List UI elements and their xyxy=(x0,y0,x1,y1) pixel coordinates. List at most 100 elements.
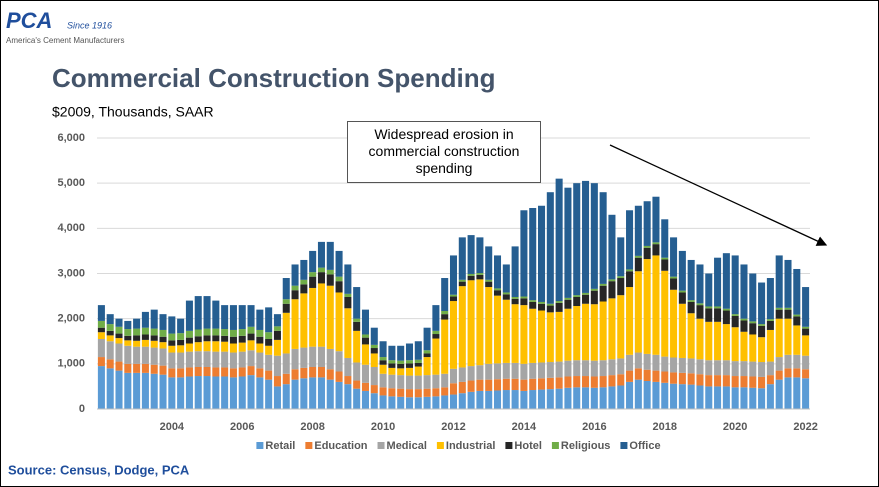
bar-segment xyxy=(696,305,704,319)
bar-segment xyxy=(705,273,713,307)
bar-segment xyxy=(661,257,669,260)
x-tick-label: 2020 xyxy=(723,421,747,433)
bar-segment xyxy=(379,341,387,358)
bar-segment xyxy=(529,208,537,301)
bar-segment xyxy=(802,287,810,327)
bar-segment xyxy=(414,362,422,367)
bar-segment xyxy=(414,341,422,360)
bar-segment xyxy=(397,345,405,361)
bar-segment xyxy=(423,357,431,376)
bar-segment xyxy=(573,306,581,361)
bar-segment xyxy=(370,366,378,386)
bar-segment xyxy=(493,290,502,296)
bar-segment xyxy=(722,308,730,311)
bar-segment xyxy=(282,353,290,374)
bar-segment xyxy=(194,329,202,337)
bar-segment xyxy=(212,335,220,342)
legend-swatch xyxy=(305,442,313,449)
bar-segment xyxy=(141,327,149,335)
bar-segment xyxy=(238,367,246,377)
bar-segment xyxy=(388,345,396,361)
legend-swatch xyxy=(256,442,264,449)
bar-segment xyxy=(458,281,466,287)
bar-segment xyxy=(775,318,783,358)
bar-segment xyxy=(749,273,757,322)
bar-segment xyxy=(485,379,493,391)
bar-segment xyxy=(740,331,748,362)
bar-segment xyxy=(652,196,660,243)
legend-swatch xyxy=(620,442,628,449)
bar-segment xyxy=(194,336,202,343)
bar-segment xyxy=(229,305,237,330)
bar-segment xyxy=(344,264,352,294)
bar-segment xyxy=(344,384,352,409)
bar-segment xyxy=(133,372,141,409)
bar-segment xyxy=(353,362,361,381)
bar-segment xyxy=(141,334,149,340)
bar-segment xyxy=(361,334,369,338)
bar-segment xyxy=(705,321,713,361)
bar-segment xyxy=(784,368,792,378)
bar-segment xyxy=(678,372,686,385)
bar-segment xyxy=(212,351,220,368)
bar-segment xyxy=(238,305,246,330)
bar-segment xyxy=(317,377,325,409)
bar-segment xyxy=(652,242,660,245)
bar-segment xyxy=(564,376,572,388)
bar-segment xyxy=(758,376,766,389)
bar-segment xyxy=(203,351,211,367)
bar-segment xyxy=(731,376,739,388)
bar-segment xyxy=(379,357,387,361)
bar-segment xyxy=(414,366,422,376)
bar-segment xyxy=(493,255,502,289)
bar-segment xyxy=(775,379,783,409)
bar-segment xyxy=(758,325,766,338)
bar-segment xyxy=(150,335,158,341)
bar-segment xyxy=(256,336,264,344)
bar-segment xyxy=(353,287,361,319)
bar-segment xyxy=(265,338,273,346)
bar-segment xyxy=(493,295,502,364)
bar-segment xyxy=(265,379,273,409)
bar-segment xyxy=(749,334,757,362)
bar-segment xyxy=(555,302,563,312)
bar-segment xyxy=(582,303,590,361)
bar-segment xyxy=(194,351,202,367)
bar-segment xyxy=(405,389,414,398)
bar-segment xyxy=(740,361,748,377)
bar-segment xyxy=(177,333,185,340)
bar-segment xyxy=(106,335,114,342)
bar-segment xyxy=(634,379,642,409)
bar-segment xyxy=(485,281,493,288)
bar-segment xyxy=(423,375,431,389)
bar-segment xyxy=(687,259,695,301)
bar-segment xyxy=(194,376,202,409)
bar-segment xyxy=(493,288,502,291)
bar-segment xyxy=(793,268,801,315)
bar-segment xyxy=(529,301,537,309)
bar-segment xyxy=(670,237,678,277)
bar-segment xyxy=(441,314,449,320)
bar-segment xyxy=(502,378,510,391)
legend-label: Office xyxy=(629,440,660,452)
bar-segment xyxy=(353,388,361,409)
bar-segment xyxy=(661,219,669,258)
bar-segment xyxy=(441,387,449,396)
bar-segment xyxy=(388,374,396,389)
bar-segment xyxy=(141,372,149,409)
bar-segment xyxy=(326,241,334,270)
bar-segment xyxy=(538,303,546,311)
bar-segment xyxy=(467,391,475,409)
bar-segment xyxy=(159,365,167,375)
bar-segment xyxy=(643,380,651,409)
bar-segment xyxy=(555,311,563,362)
x-tick-label: 2012 xyxy=(441,421,465,433)
bar-segment xyxy=(370,348,378,354)
bar-segment xyxy=(449,294,458,297)
bar-segment xyxy=(247,333,255,341)
bar-segment xyxy=(793,377,801,409)
bar-segment xyxy=(634,205,642,256)
bar-segment xyxy=(582,360,590,377)
bar-segment xyxy=(582,180,590,293)
bar-segment xyxy=(784,354,792,369)
